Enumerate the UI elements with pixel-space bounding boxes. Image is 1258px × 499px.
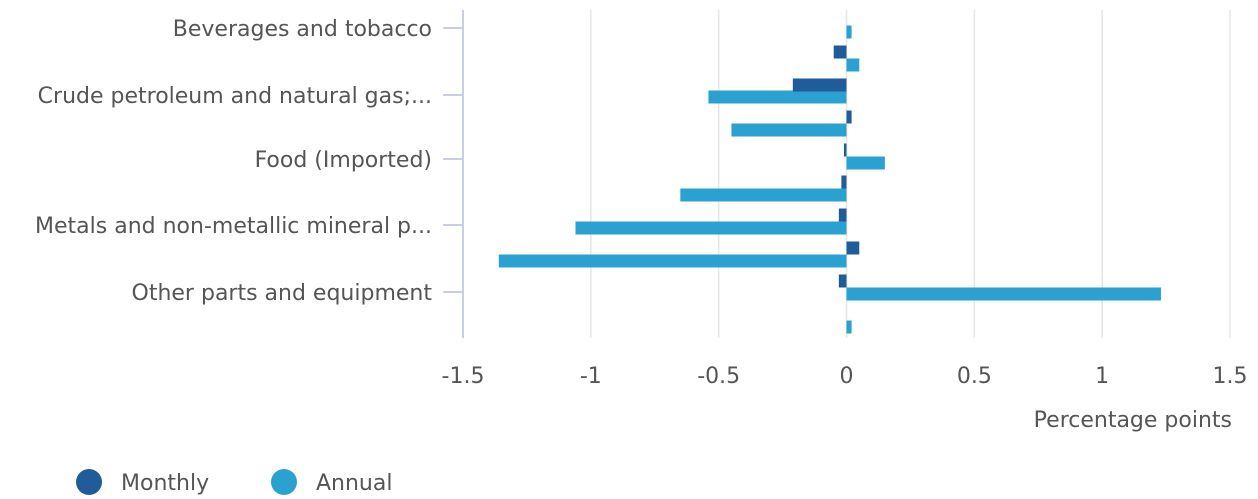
x-axis-ticks: -1.5 -1 -0.5 0 0.5 1 1.5 (442, 364, 1248, 389)
y-axis (443, 10, 464, 338)
monthly-bar[interactable] (792, 78, 847, 92)
annual-bar[interactable] (731, 123, 847, 137)
monthly-legend-marker[interactable] (76, 469, 102, 495)
category-labels: Beverages and tobacco Crude petroleum and… (35, 17, 432, 306)
monthly-bar[interactable] (841, 175, 847, 189)
x-tick-label: -1.5 (442, 364, 485, 389)
category-label: Food (Imported) (255, 148, 432, 173)
x-tick-label: 0 (840, 364, 854, 389)
category-label: Beverages and tobacco (173, 17, 432, 42)
annual-legend-marker[interactable] (271, 469, 297, 495)
x-axis-title: Percentage points (1034, 408, 1232, 433)
x-tick-label: -1 (580, 364, 602, 389)
annual-bar[interactable] (575, 221, 847, 235)
x-tick-label: 1 (1095, 364, 1109, 389)
category-label: Metals and non-metallic mineral p... (35, 214, 432, 239)
annual-bar[interactable] (498, 254, 847, 268)
monthly-legend-label[interactable]: Monthly (121, 471, 209, 496)
monthly-bar[interactable] (846, 110, 852, 124)
annual-bar[interactable] (846, 156, 885, 170)
monthly-bar[interactable] (838, 274, 847, 288)
category-label: Other parts and equipment (132, 281, 433, 306)
annual-bar[interactable] (846, 25, 852, 39)
x-tick-label: 1.5 (1213, 364, 1248, 389)
x-tick-label: 0.5 (957, 364, 992, 389)
monthly-bar[interactable] (843, 143, 847, 157)
legend: Monthly Annual (76, 469, 392, 496)
monthly-bar[interactable] (833, 45, 847, 59)
annual-bar[interactable] (846, 320, 852, 334)
annual-bar[interactable] (846, 58, 860, 72)
bars (498, 25, 1161, 334)
monthly-bar[interactable] (846, 241, 860, 255)
annual-bar[interactable] (680, 188, 847, 202)
monthly-bar[interactable] (838, 208, 847, 222)
category-label: Crude petroleum and natural gas;... (38, 84, 432, 109)
annual-bar[interactable] (846, 287, 1161, 301)
x-tick-label: -0.5 (697, 364, 740, 389)
annual-bar[interactable] (708, 90, 847, 104)
annual-legend-label[interactable]: Annual (316, 471, 392, 496)
